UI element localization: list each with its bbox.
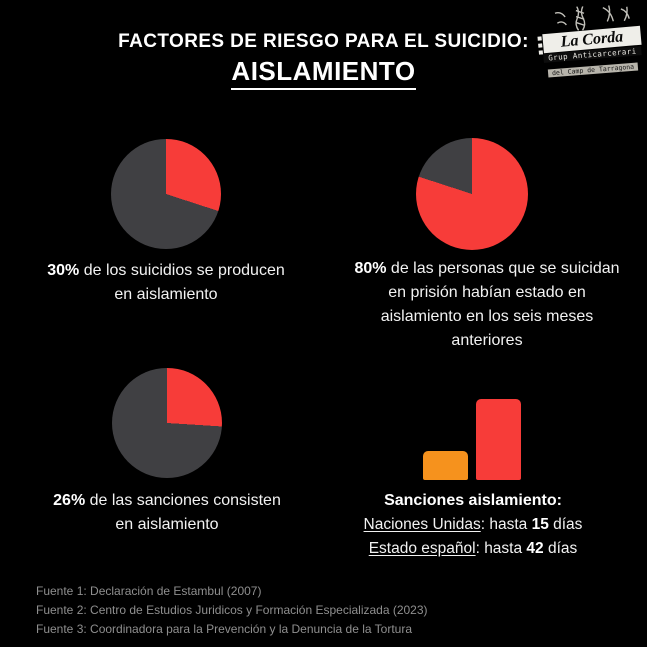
sanctions-un-mid: : hasta [480,516,532,533]
pie-chart-sanctions [112,368,222,478]
bar-chart-sanction-days [423,399,521,480]
sanctions-spain-label: Estado español [368,540,476,557]
sanctions-un-label: Naciones Unidas [363,516,481,533]
sanctions-un-days: 15 [531,516,549,533]
sanctions-line-un: Naciones Unidas: hasta 15 días [348,513,598,537]
page-subtitle-text: AISLAMIENTO [231,56,416,90]
sources: Fuente 1: Declaración de Estambul (2007)… [36,582,428,639]
caption-prison-percent: 80% [354,260,387,277]
rope-icon [554,5,630,31]
caption-sanctions: 26% de las sanciones consisten en aislam… [22,489,312,537]
sanctions-un-unit: días [548,516,583,533]
page-title: FACTORES DE RIESGO PARA EL SUICIDIO: [118,31,529,52]
caption-suicides-text: de los suicidios se producen en aislamie… [83,262,285,303]
sanctions-spain-days: 42 [526,540,544,557]
pie-chart-prison-isolation [416,138,528,250]
caption-sanctions-percent: 26% [53,492,86,509]
source-2: Fuente 2: Centro de Estudios Juridicos y… [36,603,428,617]
bar-naciones-unidas [423,451,468,480]
sanctions-line-spain: Estado español: hasta 42 días [348,537,598,561]
bar-estado-espanol [476,399,521,480]
caption-prison-text: de las personas que se suicidan en prisi… [380,260,620,349]
caption-sanctions-text: de las sanciones consisten en aislamient… [89,492,281,533]
caption-suicides-percent: 30% [47,262,80,279]
caption-prison-isolation: 80% de las personas que se suicidan en p… [337,257,637,353]
sanctions-heading: Sanciones aislamiento: [384,492,562,509]
source-3: Fuente 3: Coordinadora para la Prevenció… [36,622,413,636]
page-subtitle: AISLAMIENTO [0,56,647,90]
la-corda-logo: La Corda Grup Anticarcerari del Camp de … [542,4,642,78]
sanctions-spain-unit: días [543,540,578,557]
source-1: Fuente 1: Declaración de Estambul (2007) [36,584,262,598]
pie-chart-suicides [111,139,221,249]
sanctions-text-block: Sanciones aislamiento: Naciones Unidas: … [348,489,598,561]
sanctions-spain-mid: : hasta [475,540,527,557]
caption-suicides: 30% de los suicidios se producen en aisl… [21,259,311,307]
logo-subtitle-2: del Camp de Tarragona [547,62,639,78]
